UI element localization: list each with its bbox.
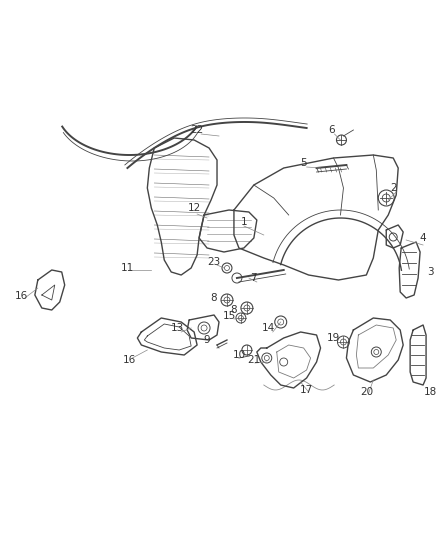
Text: 15: 15 — [223, 311, 236, 321]
Text: 5: 5 — [300, 158, 307, 168]
Text: 16: 16 — [15, 291, 28, 301]
Text: 7: 7 — [251, 273, 257, 283]
Text: 18: 18 — [424, 387, 437, 397]
Text: 13: 13 — [170, 323, 184, 333]
Text: 9: 9 — [204, 335, 210, 345]
Text: 12: 12 — [187, 203, 201, 213]
Text: 4: 4 — [420, 233, 427, 243]
Text: 16: 16 — [123, 355, 136, 365]
Text: 2: 2 — [390, 183, 396, 193]
Text: 22: 22 — [191, 125, 204, 135]
Text: 8: 8 — [211, 293, 217, 303]
Text: 21: 21 — [247, 355, 261, 365]
Text: 20: 20 — [360, 387, 373, 397]
Text: 11: 11 — [121, 263, 134, 273]
Text: 23: 23 — [208, 257, 221, 267]
Text: 17: 17 — [300, 385, 313, 395]
Text: 1: 1 — [240, 217, 247, 227]
Text: 10: 10 — [232, 350, 245, 360]
Text: 19: 19 — [327, 333, 340, 343]
Text: 3: 3 — [427, 267, 433, 277]
Text: 14: 14 — [262, 323, 276, 333]
Text: 6: 6 — [328, 125, 335, 135]
Text: 8: 8 — [231, 305, 237, 315]
